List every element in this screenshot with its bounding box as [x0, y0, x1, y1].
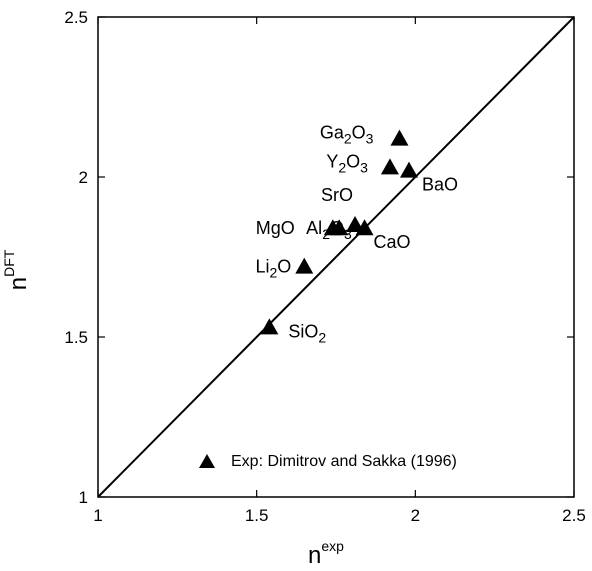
y-tick-label: 1.5: [64, 328, 88, 347]
x-tick-label: 1: [93, 506, 102, 525]
data-point-sro: [346, 216, 365, 232]
data-point-alo: [330, 219, 349, 236]
point-label-sio: SiO2: [288, 321, 326, 345]
data-point-cao: [355, 219, 374, 236]
legend-marker: [199, 454, 215, 468]
data-point-yo: [380, 158, 399, 175]
data-point-bao: [399, 161, 418, 178]
x-tick-label: 2.5: [562, 506, 586, 525]
point-label-lio: Li2O: [255, 257, 291, 281]
data-point-lio: [295, 257, 314, 274]
y-tick-label: 2: [79, 168, 88, 187]
data-points: [260, 129, 418, 335]
point-label-sro: SrO: [321, 185, 353, 205]
point-labels: Ga2O3 Y2O3 BaO SrO MgO Al2O3 CaO Li2O SiO2: [255, 123, 458, 346]
y-tick-label: 2.5: [64, 8, 88, 27]
point-label-alo: Al2O3: [306, 218, 352, 242]
y-axis-label: nDFT: [1, 249, 32, 290]
data-point-sio: [260, 318, 279, 335]
point-label-cao: CaO: [374, 232, 411, 252]
x-axis-label: nexp: [308, 538, 344, 569]
legend-label: Exp: Dimitrov and Sakka (1996): [231, 453, 457, 470]
point-label-mgo: MgO: [256, 218, 295, 238]
x-tick-label: 2: [411, 506, 420, 525]
plot-frame: [97, 16, 575, 498]
legend: Exp: Dimitrov and Sakka (1996): [199, 453, 457, 470]
data-point-gao: [390, 129, 409, 146]
point-label-gao: Ga2O3: [320, 123, 374, 147]
point-label-bao: BaO: [422, 175, 458, 195]
identity-reference-line: [97, 16, 575, 498]
y-tick-label: 1: [79, 488, 88, 507]
point-label-yo: Y2O3: [326, 151, 368, 175]
tick-group: 1 1.5 2 2.5 1 1.5 2 2.5: [64, 8, 585, 525]
x-tick-label: 1.5: [245, 506, 269, 525]
